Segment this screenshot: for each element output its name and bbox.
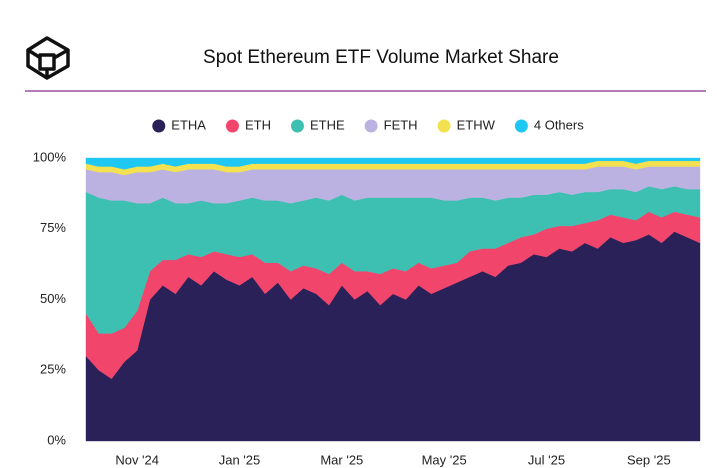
legend-label: ETHE (310, 117, 345, 132)
y-tick-label: 0% (47, 432, 66, 447)
x-tick-label: Nov '24 (115, 452, 159, 467)
legend-marker (225, 119, 239, 133)
legend-marker (290, 119, 304, 133)
y-tick-label: 75% (40, 220, 66, 235)
legend-label: ETHA (171, 117, 206, 132)
area (85, 157, 701, 170)
legend-marker (514, 119, 528, 133)
x-tick-label: Jul '25 (528, 452, 565, 467)
legend-label: 4 Others (534, 117, 584, 132)
x-tick-label: Mar '25 (320, 452, 363, 467)
y-tick-label: 25% (40, 362, 66, 377)
y-tick-label: 50% (40, 291, 66, 306)
legend-label: ETHW (457, 117, 496, 132)
x-tick-label: Sep '25 (627, 452, 671, 467)
legend-marker (437, 119, 451, 133)
legend-marker (152, 119, 166, 133)
logo (26, 36, 70, 80)
x-tick-label: May '25 (422, 452, 467, 467)
legend-label: ETH (245, 117, 271, 132)
chart-title: Spot Ethereum ETF Volume Market Share (203, 47, 559, 68)
y-tick-label: 100% (33, 149, 67, 164)
legend-label: FETH (384, 117, 418, 132)
x-tick-label: Jan '25 (219, 452, 261, 467)
legend-marker (364, 119, 378, 133)
